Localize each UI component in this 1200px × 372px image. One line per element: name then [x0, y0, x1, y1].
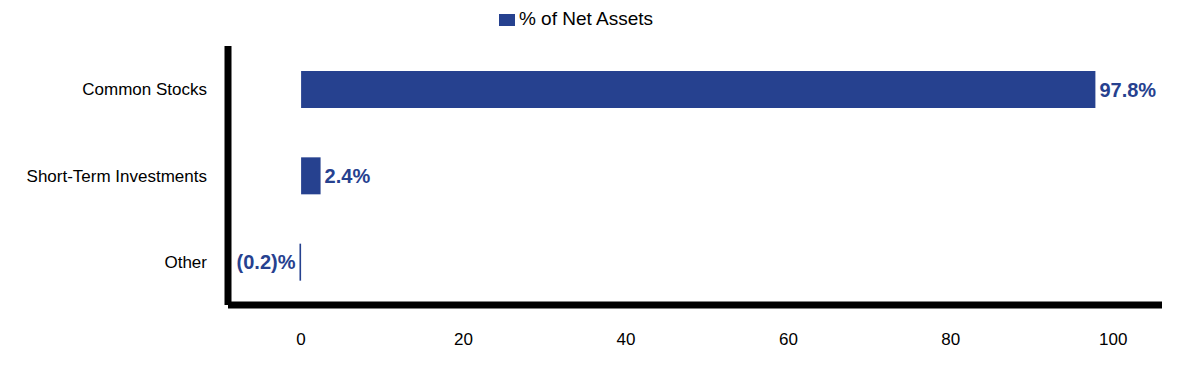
svg-text:100: 100 — [1099, 330, 1127, 349]
svg-text:2.4%: 2.4% — [325, 165, 371, 187]
svg-text:40: 40 — [617, 330, 636, 349]
svg-text:0: 0 — [296, 330, 305, 349]
svg-text:(0.2)%: (0.2)% — [237, 251, 296, 273]
svg-text:80: 80 — [941, 330, 960, 349]
svg-text:97.8%: 97.8% — [1099, 79, 1156, 101]
svg-text:Short-Term Investments: Short-Term Investments — [27, 167, 207, 186]
svg-text:Other: Other — [164, 253, 207, 272]
svg-text:Common Stocks: Common Stocks — [82, 80, 207, 99]
svg-text:60: 60 — [779, 330, 798, 349]
html-text:% of Net Assets: % of Net Assets — [518, 8, 654, 29]
svg-text:20: 20 — [454, 330, 473, 349]
